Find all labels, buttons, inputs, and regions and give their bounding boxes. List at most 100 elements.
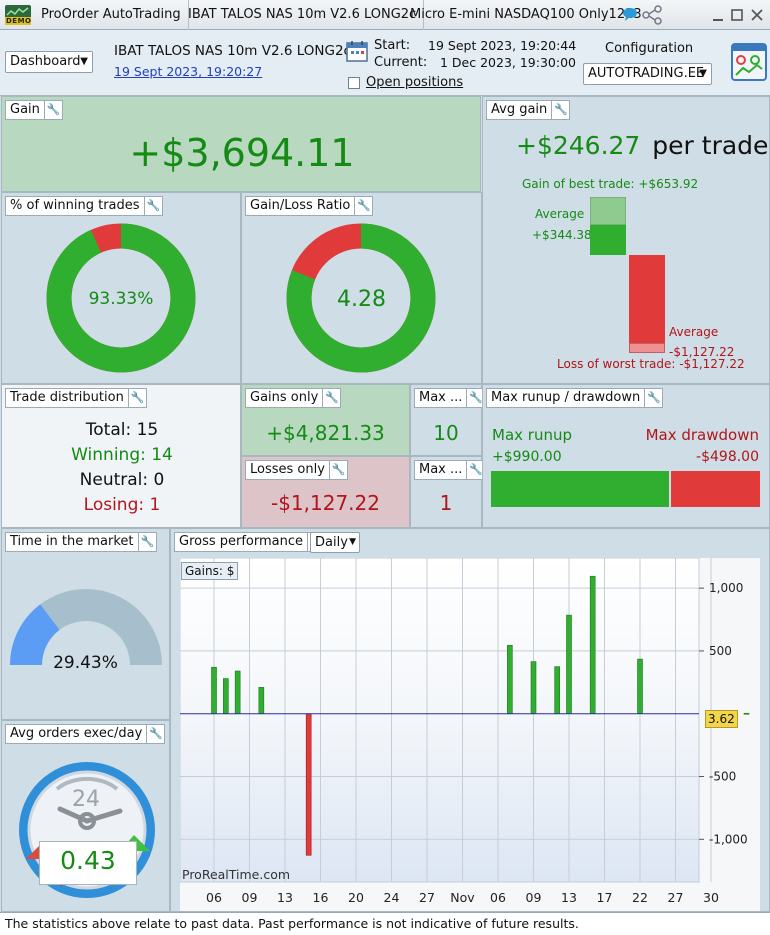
chevron-down-icon: ▼ — [349, 537, 356, 547]
view-select[interactable]: Dashboard ▼ — [5, 51, 93, 73]
wrench-icon[interactable]: 🔧 — [127, 389, 145, 407]
panel-label: Time in the market 🔧 — [5, 532, 157, 552]
avg-loss-bar — [629, 255, 665, 343]
wrench-icon[interactable]: 🔧 — [466, 461, 483, 479]
close-icon[interactable] — [751, 8, 763, 22]
runup-label: Max runup — [492, 426, 572, 444]
runup-drawdown-bar — [491, 471, 760, 507]
strategy-name: IBAT TALOS NAS 10m V2.6 LONG2c — [114, 43, 351, 59]
gain-bar — [223, 678, 229, 715]
gain-bar — [530, 661, 537, 715]
trade-distribution-panel: Trade distribution 🔧 Total: 15 Winning: 1… — [1, 384, 241, 528]
gain-bar — [554, 666, 560, 715]
winning-pct-value: 93.33% — [88, 289, 154, 309]
panel-label: Gross performance🔧 — [174, 532, 327, 552]
x-tick-label: 27 — [419, 890, 435, 905]
period-select[interactable]: Daily ▼ — [310, 532, 360, 553]
share-icon[interactable] — [641, 5, 663, 25]
panel-label: Avg orders exec/day 🔧 — [5, 724, 166, 744]
gain-bar — [637, 658, 643, 715]
avg-orders-panel: Avg orders exec/day 🔧 24 0.43 — [1, 720, 170, 912]
x-tick-label: 06 — [490, 890, 506, 905]
wrench-icon[interactable]: 🔧 — [43, 101, 61, 119]
drawdown-label: Max drawdown — [645, 426, 759, 444]
gain-bar — [258, 687, 265, 715]
gain-value: +$3,694.11 — [129, 131, 355, 175]
loss-bar — [305, 713, 312, 856]
title-bar: DEMO ProOrder AutoTrading IBAT TALOS NAS… — [0, 0, 770, 30]
gain-bar — [589, 575, 596, 715]
gains-only-value: +$4,821.33 — [266, 421, 385, 445]
time-in-market-gauge — [10, 589, 162, 666]
start-label: Start: — [374, 38, 411, 53]
wrench-icon[interactable]: 🔧 — [551, 101, 568, 119]
y-tick-label: 500 — [709, 644, 732, 658]
x-tick-label: 16 — [313, 890, 329, 905]
wrench-icon[interactable]: 🔧 — [328, 461, 346, 479]
worst-trade-text: Loss of worst trade: -$1,127.22 — [557, 357, 745, 371]
maximize-icon[interactable] — [731, 8, 743, 22]
wrench-icon[interactable]: 🔧 — [146, 725, 163, 743]
y-tick-label: -1,000 — [709, 832, 748, 846]
panel-label: Gain/Loss Ratio 🔧 — [245, 196, 374, 216]
wrench-icon[interactable]: 🔧 — [322, 389, 339, 407]
chart-badge: Gains: $ — [181, 562, 239, 580]
runup-bar — [491, 471, 669, 507]
x-tick-label: 30 — [703, 890, 719, 905]
gain-bar — [211, 666, 217, 715]
winning-trades-panel: % of winning trades 🔧 93.33% — [1, 192, 241, 384]
gain-bar — [507, 644, 513, 715]
open-positions-checkbox[interactable] — [348, 77, 360, 89]
avg-win-bar — [590, 225, 626, 255]
avg-orders-value: 0.43 — [60, 846, 116, 875]
chat-icon[interactable] — [622, 7, 638, 21]
panel-label: Gains only 🔧 — [245, 388, 342, 408]
x-tick-label: 06 — [206, 890, 222, 905]
wrench-icon[interactable]: 🔧 — [466, 389, 483, 407]
y-tick-label: -500 — [709, 770, 736, 784]
tab-instrument[interactable]: Micro E-mini NASDAQ100 Only1223 — [410, 7, 642, 22]
gain-panel: Gain 🔧 +$3,694.11 — [1, 96, 481, 192]
avg-loss-label: Average — [669, 325, 719, 339]
dashboard-settings-icon[interactable] — [731, 42, 767, 82]
x-tick-label: 09 — [242, 890, 258, 905]
tab-prorder[interactable]: ProOrder AutoTrading — [34, 0, 189, 30]
open-positions-label[interactable]: Open positions — [366, 75, 464, 90]
panel-label: Avg gain 🔧 — [486, 100, 571, 120]
panel-label: Max runup / drawdown 🔧 — [486, 388, 664, 408]
footer-disclaimer: The statistics above relate to past data… — [0, 912, 770, 935]
time-in-market-panel: Time in the market 🔧 29.43% — [1, 528, 170, 720]
wrench-icon[interactable]: 🔧 — [354, 197, 371, 215]
gain-bar — [743, 712, 750, 715]
clock-24-label: 24 — [72, 787, 100, 812]
panel-label: Max ... 🔧 — [414, 388, 486, 408]
avg-orders-value-box — [39, 841, 137, 885]
runup-value: +$990.00 — [492, 449, 562, 465]
chevron-down-icon: ▼ — [699, 68, 707, 79]
best-trade-bar — [590, 197, 626, 225]
y-tick-label: 1,000 — [709, 581, 743, 595]
configuration-label: Configuration — [605, 41, 694, 56]
x-tick-label: 09 — [526, 890, 542, 905]
configuration-select[interactable]: AUTOTRADING.EE ▼ — [583, 63, 712, 85]
wrench-icon[interactable]: 🔧 — [143, 197, 160, 215]
avg-gain-value: +$246.27 per trade — [516, 131, 769, 160]
minimize-icon[interactable] — [712, 8, 724, 22]
panel-label: % of winning trades 🔧 — [5, 196, 163, 216]
neutral-trades: Neutral: 0 — [79, 470, 165, 490]
gross-performance-panel: Gross performance🔧 Daily ▼ 1,000 500 -500 -… — [170, 528, 770, 912]
panel-label: Max ... 🔧 — [414, 460, 486, 480]
prorealtime-watermark: ProRealTime.com — [182, 867, 291, 882]
losses-only-value: -$1,127.22 — [270, 491, 380, 515]
wrench-icon[interactable]: 🔧 — [644, 389, 661, 407]
strategy-date-link[interactable]: 19 Sept 2023, 19:20:27 — [114, 64, 263, 79]
panel-label: Trade distribution 🔧 — [5, 388, 147, 408]
panel-label: Losses only 🔧 — [245, 460, 348, 480]
wrench-icon[interactable]: 🔧 — [137, 533, 154, 551]
ratio-value: 4.28 — [337, 287, 386, 312]
gain-bar — [234, 670, 241, 715]
x-tick-label: Nov — [450, 890, 475, 905]
tab-strategy[interactable]: IBAT TALOS NAS 10m V2.6 LONG2c — [181, 0, 425, 30]
total-trades: Total: 15 — [85, 420, 159, 440]
max-consecutive-wins-panel: Max ... 🔧 10 — [410, 384, 486, 456]
